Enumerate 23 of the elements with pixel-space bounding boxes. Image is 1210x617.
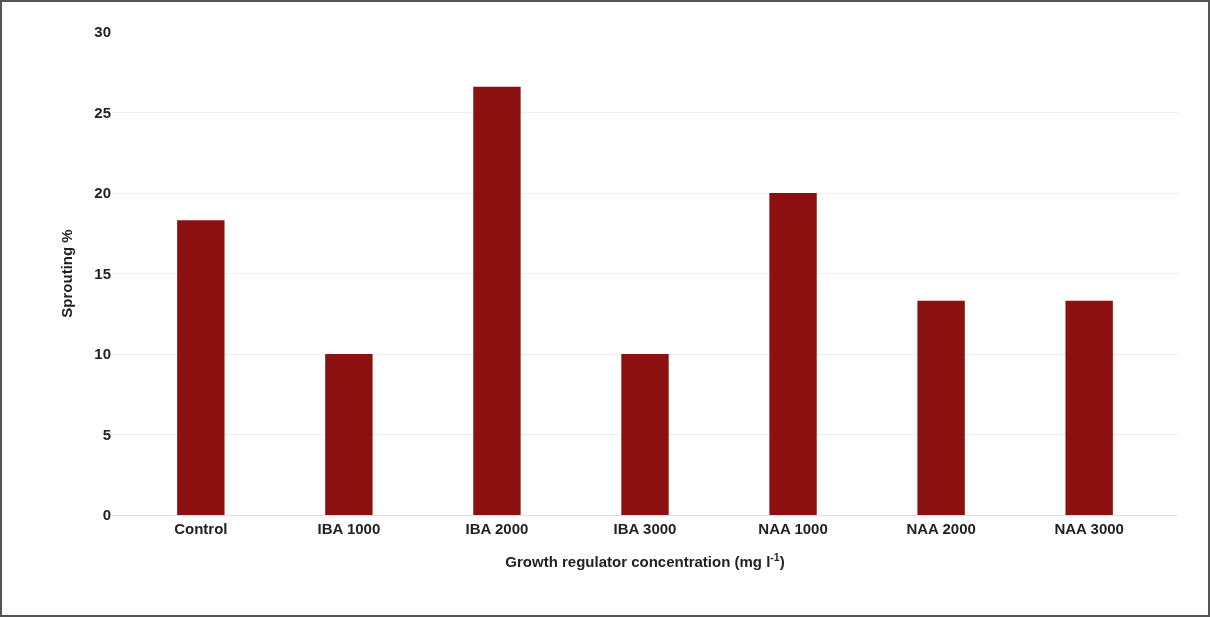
y-tick-label: 10 <box>94 345 111 363</box>
y-tick-label: 15 <box>94 264 111 282</box>
x-tick-label: NAA 2000 <box>906 520 976 537</box>
x-tick-label: IBA 3000 <box>613 520 677 537</box>
y-tick-label: 30 <box>94 23 111 41</box>
bar <box>769 193 817 515</box>
x-tick-label: Control <box>174 520 228 537</box>
y-tick-label: 0 <box>102 506 111 524</box>
bar <box>177 220 225 515</box>
y-tick-label: 5 <box>102 425 111 443</box>
bar <box>1065 300 1113 515</box>
y-tick-label: 25 <box>94 103 111 121</box>
x-axis-title: Growth regulator concentration (mg l$^{-1}$) <box>505 550 785 570</box>
bar <box>473 86 521 515</box>
bar <box>917 300 965 515</box>
y-axis-title: Sprouting % <box>57 229 75 318</box>
y-tick-label: 20 <box>94 184 111 202</box>
bar <box>325 354 373 515</box>
x-tick-label: IBA 2000 <box>465 520 529 537</box>
x-tick-label: IBA 1000 <box>317 520 381 537</box>
x-tick-label: NAA 3000 <box>1054 520 1124 537</box>
x-tick-label: NAA 1000 <box>758 520 828 537</box>
bar <box>621 354 669 515</box>
